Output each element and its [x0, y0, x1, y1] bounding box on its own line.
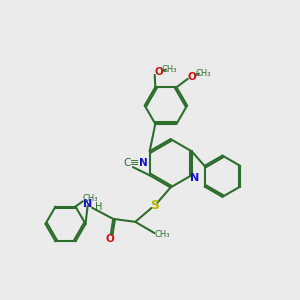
Text: CH₃: CH₃	[162, 65, 177, 74]
Text: CH₃: CH₃	[82, 194, 98, 203]
Text: CH₃: CH₃	[195, 69, 211, 78]
Text: O: O	[106, 234, 115, 244]
Text: N: N	[139, 158, 148, 168]
Text: O: O	[188, 72, 196, 82]
Text: S: S	[150, 199, 159, 212]
Text: N: N	[190, 173, 200, 183]
Text: ≡: ≡	[130, 158, 140, 168]
Text: C: C	[123, 158, 131, 168]
Text: CH₃: CH₃	[155, 230, 170, 239]
Text: N: N	[83, 199, 92, 209]
Text: H: H	[95, 202, 102, 212]
Text: O: O	[154, 67, 163, 77]
